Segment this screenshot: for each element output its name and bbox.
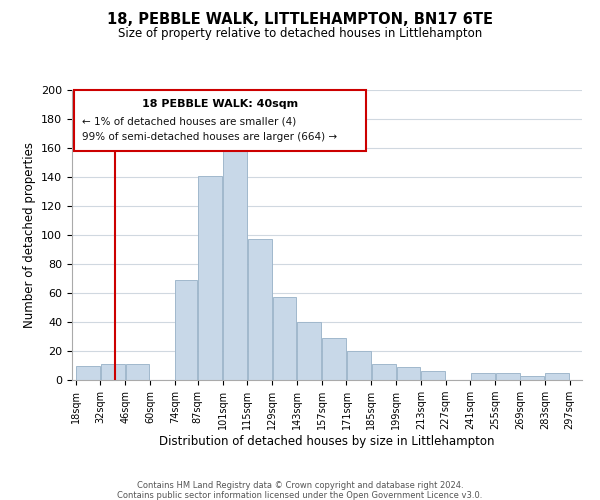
Text: 18, PEBBLE WALK, LITTLEHAMPTON, BN17 6TE: 18, PEBBLE WALK, LITTLEHAMPTON, BN17 6TE	[107, 12, 493, 28]
Y-axis label: Number of detached properties: Number of detached properties	[23, 142, 35, 328]
Text: Contains HM Land Registry data © Crown copyright and database right 2024.: Contains HM Land Registry data © Crown c…	[137, 481, 463, 490]
Bar	[125, 364, 149, 380]
Bar	[545, 373, 569, 380]
Bar	[272, 298, 296, 380]
Bar	[421, 372, 445, 380]
Bar	[322, 338, 346, 380]
Bar	[248, 240, 272, 380]
Bar	[101, 364, 125, 380]
Bar	[175, 280, 197, 380]
Bar	[347, 351, 371, 380]
Text: ← 1% of detached houses are smaller (4): ← 1% of detached houses are smaller (4)	[82, 117, 296, 127]
Bar	[223, 148, 247, 380]
Bar	[520, 376, 544, 380]
Bar	[372, 364, 395, 380]
X-axis label: Distribution of detached houses by size in Littlehampton: Distribution of detached houses by size …	[159, 435, 495, 448]
Bar	[471, 373, 495, 380]
Text: Size of property relative to detached houses in Littlehampton: Size of property relative to detached ho…	[118, 28, 482, 40]
Bar	[496, 373, 520, 380]
Bar	[298, 322, 321, 380]
Bar	[397, 367, 421, 380]
Text: Contains public sector information licensed under the Open Government Licence v3: Contains public sector information licen…	[118, 491, 482, 500]
Bar	[76, 366, 100, 380]
Bar	[198, 176, 222, 380]
Text: 18 PEBBLE WALK: 40sqm: 18 PEBBLE WALK: 40sqm	[142, 99, 298, 109]
Text: 99% of semi-detached houses are larger (664) →: 99% of semi-detached houses are larger (…	[82, 132, 337, 142]
